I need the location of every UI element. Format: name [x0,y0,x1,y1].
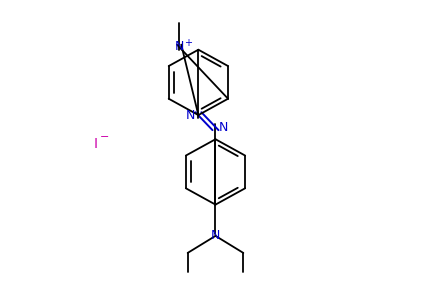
Text: N: N [218,121,227,134]
Text: +: + [184,38,192,48]
Text: N: N [174,40,183,53]
Text: N: N [185,108,195,122]
Text: N: N [210,229,220,243]
Text: −: − [100,132,110,142]
Text: I: I [93,137,97,150]
